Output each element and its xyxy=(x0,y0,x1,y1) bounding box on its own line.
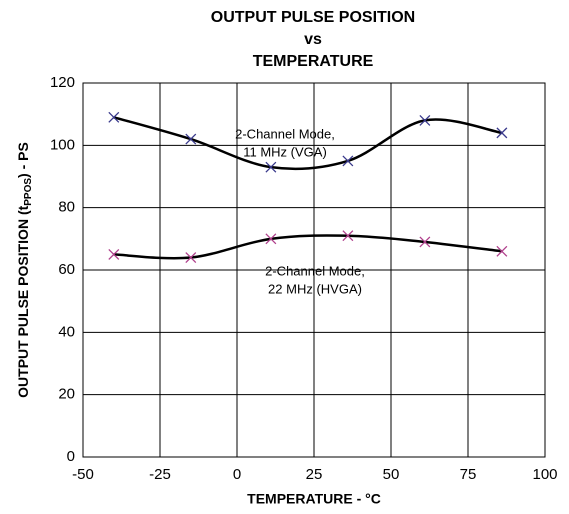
y-tick-label: 120 xyxy=(50,74,75,91)
data-point xyxy=(185,252,197,263)
y-tick-label: 0 xyxy=(67,448,75,465)
x-tick-label: -50 xyxy=(72,466,94,483)
y-axis-label-part: ) - PS xyxy=(15,142,31,178)
y-tick-label: 100 xyxy=(50,136,75,153)
data-point xyxy=(496,127,508,139)
data-point xyxy=(265,233,277,245)
x-tick-label: -25 xyxy=(149,466,171,483)
y-tick-label: 40 xyxy=(58,323,75,340)
series-label: 2-Channel Mode, xyxy=(265,263,365,278)
data-point xyxy=(342,155,354,167)
chart-title: vs xyxy=(304,31,322,48)
data-point xyxy=(419,236,431,248)
data-point xyxy=(185,133,197,145)
data-point xyxy=(108,248,120,260)
data-point xyxy=(265,161,277,173)
y-tick-label: 80 xyxy=(58,199,75,216)
y-axis-label-subscript: PPOS xyxy=(23,178,34,206)
data-point xyxy=(419,114,431,126)
data-point xyxy=(342,230,354,242)
y-axis-label-part: OUTPUT PULSE POSITION (t xyxy=(15,205,31,397)
chart-title: OUTPUT PULSE POSITION xyxy=(211,9,415,26)
x-tick-label: 75 xyxy=(460,466,477,483)
series-label: 2-Channel Mode, xyxy=(235,126,335,141)
x-tick-label: 100 xyxy=(532,466,557,483)
y-tick-label: 20 xyxy=(58,386,75,403)
x-tick-label: 0 xyxy=(233,466,241,483)
series-label: 22 MHz (HVGA) xyxy=(268,281,362,296)
series-line xyxy=(113,234,503,260)
data-point xyxy=(108,111,120,123)
chart-title: TEMPERATURE xyxy=(253,53,374,70)
x-tick-label: 25 xyxy=(306,466,323,483)
y-tick-label: 60 xyxy=(58,261,75,278)
x-axis-label: TEMPERATURE - °C xyxy=(247,491,381,507)
y-axis-label: OUTPUT PULSE POSITION (tPPOS) - PS xyxy=(15,142,34,398)
x-tick-label: 50 xyxy=(383,466,400,483)
series-line xyxy=(113,116,503,171)
series-label: 11 MHz (VGA) xyxy=(243,144,327,159)
data-point xyxy=(496,245,508,257)
